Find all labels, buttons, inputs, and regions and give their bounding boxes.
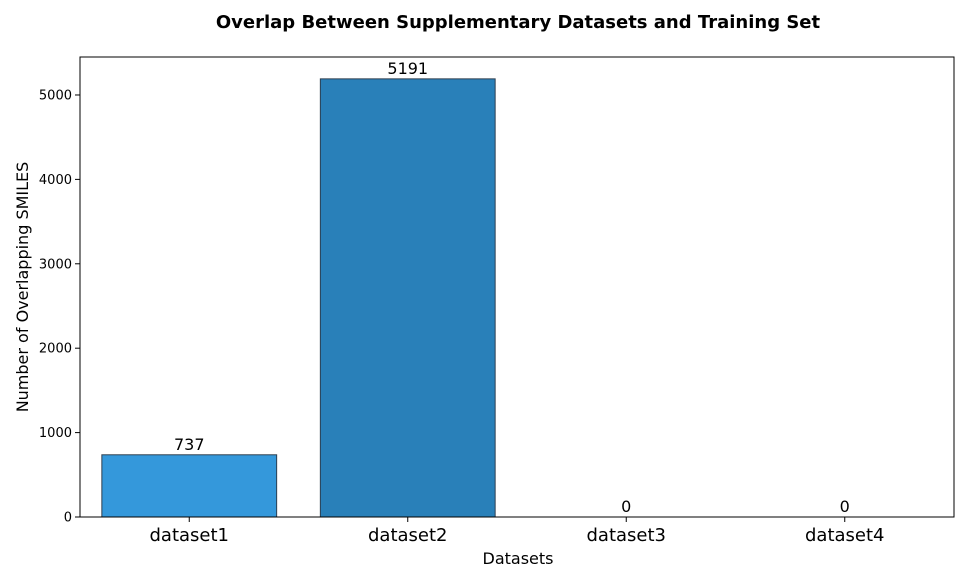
bar-dataset1 xyxy=(101,454,278,518)
y-tick-label: 1000 xyxy=(39,426,72,441)
bar-value-label: 5191 xyxy=(387,59,428,78)
y-tick-label: 4000 xyxy=(39,173,72,188)
y-axis: 0 1000 2000 3000 4000 5000 xyxy=(39,88,80,526)
bar-value-label: 737 xyxy=(174,435,205,454)
x-tick-label: dataset2 xyxy=(368,525,448,546)
y-tick-label: 3000 xyxy=(39,257,72,272)
x-tick-label: dataset1 xyxy=(149,525,229,546)
bar-value-label: 0 xyxy=(621,497,631,516)
chart-title: Overlap Between Supplementary Datasets a… xyxy=(216,12,821,33)
bar-value-label: 0 xyxy=(840,497,850,516)
x-axis-label: Datasets xyxy=(483,549,554,568)
bar-labels-group: 737 5191 0 0 xyxy=(174,59,850,516)
y-tick-label: 5000 xyxy=(39,88,72,103)
x-axis: dataset1 dataset2 dataset3 dataset4 xyxy=(149,517,885,546)
x-tick-label: dataset3 xyxy=(586,525,666,546)
x-tick-label: dataset4 xyxy=(805,525,885,546)
y-tick-label: 0 xyxy=(64,511,72,526)
y-tick-label: 2000 xyxy=(39,342,72,357)
bar-dataset2 xyxy=(319,78,496,518)
y-axis-label: Number of Overlapping SMILES xyxy=(13,162,32,413)
plot-area-frame xyxy=(79,56,955,518)
bars-group xyxy=(101,78,496,518)
